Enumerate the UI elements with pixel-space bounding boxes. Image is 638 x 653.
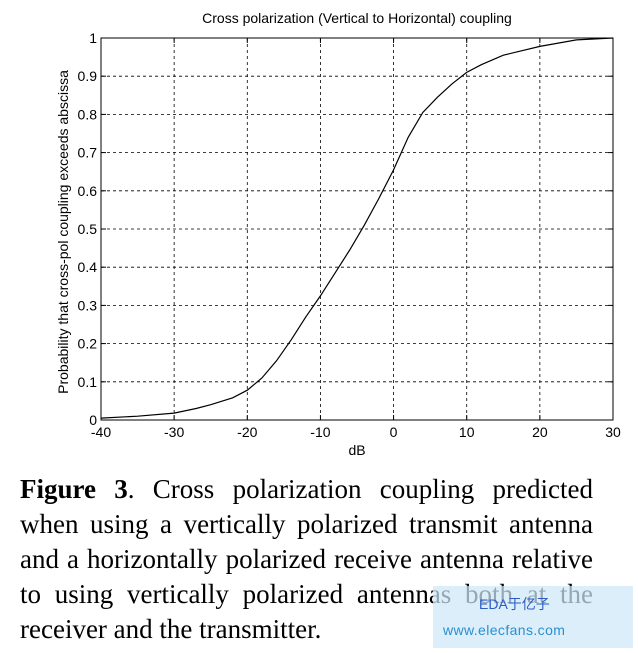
chart-svg: Cross polarization (Vertical to Horizont… [55,10,621,458]
x-tick-label: 30 [605,424,621,440]
x-tick-label: -30 [164,424,184,440]
x-axis-label: dB [348,442,365,458]
chart-title: Cross polarization (Vertical to Horizont… [202,10,512,26]
y-tick-label: 0 [89,412,97,428]
plot-frame [100,37,614,421]
x-tick-label: -10 [310,424,330,440]
caption-text: . Cross polarization coupling predicted … [20,474,593,644]
watermark-url: www.elecfans.com [443,622,566,638]
y-tick-label: 0.7 [78,145,98,161]
y-tick-label: 0.5 [78,221,98,237]
y-tick-label: 0.3 [78,297,98,313]
grid [101,38,613,420]
figure-label: Figure 3 [20,474,128,504]
y-axis-label: Probability that cross-pol coupling exce… [55,70,71,394]
x-tick-label: -40 [91,424,111,440]
watermark-logo-text: EDA于亿子 [479,596,550,612]
series-line [100,37,614,419]
x-tick-label: -20 [237,424,257,440]
y-tick-label: 0.9 [78,68,98,84]
tick-labels: -40 -30 -20 -10 0 10 20 30 0 0.1 0.2 0.3 0.4 0.5 0.6 0.… [78,30,621,440]
y-tick-label: 0.6 [78,183,98,199]
x-tick-label: 10 [459,424,475,440]
ticks [100,37,614,421]
y-tick-label: 0.4 [78,259,98,275]
watermark: EDA于亿子 www.elecfans.com [433,586,633,648]
figure-caption: Figure 3. Cross polarization coupling pr… [20,472,593,647]
x-tick-label: 0 [390,424,398,440]
y-tick-label: 0.8 [78,106,98,122]
y-tick-label: 1 [89,30,97,46]
y-tick-label: 0.2 [78,336,98,352]
x-tick-label: 20 [532,424,548,440]
chart: Cross polarization (Vertical to Horizont… [55,10,621,458]
y-tick-label: 0.1 [78,374,98,390]
